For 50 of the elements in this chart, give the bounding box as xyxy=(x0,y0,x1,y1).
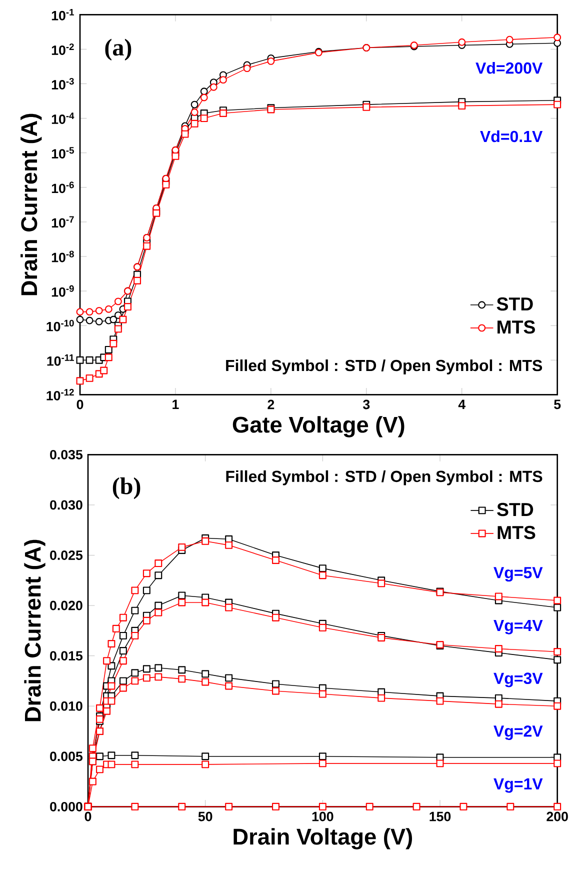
text: (b) xyxy=(112,477,140,500)
annotation: Vg=4V xyxy=(494,620,543,634)
x-tick-label: 100 xyxy=(312,812,334,822)
y-tick-label: 10$^{-5}$ xyxy=(52,147,74,159)
y-tick-label: 10$^{-3}$ xyxy=(52,78,74,90)
annotation: Vd=200V xyxy=(476,62,543,74)
y-tick-label: 0.030 xyxy=(50,500,82,510)
y-tick-label: 0.015 xyxy=(50,651,83,661)
x-tick-label: 150 xyxy=(430,812,451,822)
y-tick-label: 0.005 xyxy=(50,752,83,762)
legend-label: MTS xyxy=(498,320,535,334)
annotation: Filled Symbol : STD / Open Symbol : MTS xyxy=(226,470,542,486)
y-tick-label: 0.025 xyxy=(50,550,83,560)
x-tick-label: 0 xyxy=(76,400,84,410)
x-axis-title: Drain Voltage (V) xyxy=(234,828,412,850)
y-tick-label: 10$^{-12}$ xyxy=(46,388,74,400)
legend-label: STD xyxy=(496,297,533,311)
y-axis-title: Drain Current (A) xyxy=(20,114,42,296)
x-axis-title: Gate Voltage (V) xyxy=(232,416,404,438)
y-tick-label: 0.035 xyxy=(50,450,83,460)
annotation: Vd=0.1V xyxy=(480,130,543,142)
annotation: Vg=3V xyxy=(494,672,543,688)
x-tick-label: 200 xyxy=(546,812,568,822)
x-tick-label: 50 xyxy=(198,812,212,822)
x-tick-label: 2 xyxy=(268,400,274,410)
annotation: Filled Symbol : STD / Open Symbol : MTS xyxy=(226,359,542,374)
x-tick-label: 1 xyxy=(172,400,179,409)
y-tick-label: 10$^{-7}$ xyxy=(52,216,74,228)
x-tick-label: 5 xyxy=(554,400,561,410)
y-tick-label: 0.000 xyxy=(50,802,82,812)
y-tick-label: 0.020 xyxy=(50,600,82,610)
annotation: Vg=5V xyxy=(494,567,543,582)
text: (a) xyxy=(105,38,132,61)
x-tick-label: 0 xyxy=(84,812,92,822)
y-tick-label: 10$^{-8}$ xyxy=(52,250,74,262)
legend-label: STD xyxy=(497,502,534,516)
y-tick-label: 10$^{-6}$ xyxy=(52,182,74,194)
y-tick-label: 10$^{-9}$ xyxy=(52,285,74,297)
y-tick-label: 10$^{-10}$ xyxy=(46,320,74,332)
y-tick-label: 10$^{-4}$ xyxy=(52,112,74,124)
annotation: Vg=1V xyxy=(494,778,543,793)
y-tick-label: 10$^{-11}$ xyxy=(47,354,74,366)
y-tick-label: 10$^{-2}$ xyxy=(52,43,74,55)
x-tick-label: 3 xyxy=(363,400,370,410)
y-axis-title: Drain Current (A) xyxy=(24,540,46,722)
x-tick-label: 4 xyxy=(458,400,466,409)
y-tick-label: 0.010 xyxy=(50,701,82,711)
legend-label: MTS xyxy=(498,526,536,540)
annotation: Vg=2V xyxy=(494,725,543,740)
y-tick-label: 10$^{-1}$ xyxy=(52,8,74,20)
